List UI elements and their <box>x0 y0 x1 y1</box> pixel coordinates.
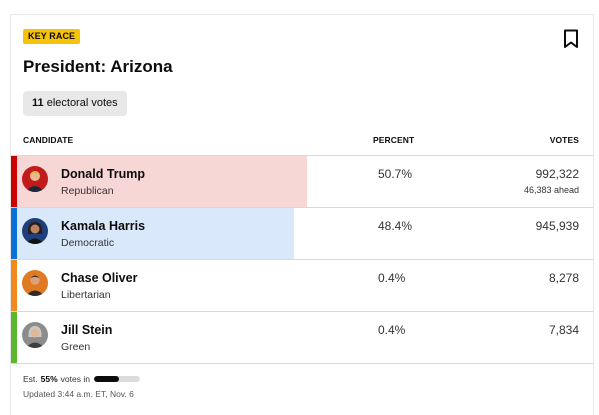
votes-in-meter <box>93 376 140 382</box>
candidate-votes: 945,939 <box>535 219 579 233</box>
party-color-stripe <box>11 208 17 259</box>
candidate-name: Donald Trump <box>61 167 146 181</box>
votes-in-estimate: Est. 55% votes in <box>23 374 140 384</box>
candidate-party: Republican <box>61 185 114 197</box>
header-percent: PERCENT <box>373 135 415 145</box>
candidate-row: Kamala Harris Democratic 48.4% 945,939 <box>11 207 593 259</box>
candidate-votes: 992,322 <box>535 167 579 181</box>
vote-share-bar <box>17 156 307 207</box>
candidate-percent: 0.4% <box>378 323 406 337</box>
candidate-name: Kamala Harris <box>61 219 146 233</box>
party-color-stripe <box>11 260 17 311</box>
candidate-votes: 8,278 <box>548 271 579 285</box>
candidate-row: Chase Oliver Libertarian 0.4% 8,278 <box>11 259 593 311</box>
party-color-stripe <box>11 312 17 363</box>
vote-share-bar <box>17 208 294 259</box>
candidate-name: Jill Stein <box>61 323 113 337</box>
results-table: Donald Trump Republican 50.7% 992,322 46… <box>11 155 593 364</box>
race-title: President: Arizona <box>23 57 173 76</box>
party-color-stripe <box>11 156 17 207</box>
candidate-name: Chase Oliver <box>61 271 138 285</box>
header-candidate: CANDIDATE <box>23 135 74 145</box>
candidate-percent: 50.7% <box>378 167 413 181</box>
lead-margin: 46,383 ahead <box>523 185 579 195</box>
votes-in-meter-fill <box>93 376 120 382</box>
candidate-percent: 48.4% <box>378 219 413 233</box>
electoral-votes-label: electoral votes <box>46 97 118 109</box>
key-race-badge: KEY RACE <box>23 29 81 44</box>
bookmark-icon[interactable] <box>563 29 579 49</box>
candidate-avatar <box>22 270 48 296</box>
candidate-row: Donald Trump Republican 50.7% 992,322 46… <box>11 155 593 207</box>
candidate-avatar <box>22 166 48 192</box>
updated-timestamp: Updated 3:44 a.m. ET, Nov. 6 <box>23 389 134 399</box>
electoral-votes-pill: 11 electoral votes <box>23 91 127 116</box>
candidate-party: Green <box>61 341 91 353</box>
est-value: 55% <box>40 374 58 384</box>
est-suffix: votes in <box>60 374 90 384</box>
header-votes: VOTES <box>549 135 579 145</box>
candidate-party: Democratic <box>61 237 115 249</box>
candidate-avatar <box>22 218 48 244</box>
candidate-row: Jill Stein Green 0.4% 7,834 <box>11 311 593 364</box>
candidate-votes: 7,834 <box>548 323 579 337</box>
electoral-votes-number: 11 <box>32 97 44 109</box>
candidate-percent: 0.4% <box>378 271 406 285</box>
candidate-avatar <box>22 322 48 348</box>
race-card: KEY RACE President: Arizona 11 electoral… <box>10 14 594 415</box>
candidate-party: Libertarian <box>61 289 111 301</box>
est-prefix: Est. <box>23 374 38 384</box>
